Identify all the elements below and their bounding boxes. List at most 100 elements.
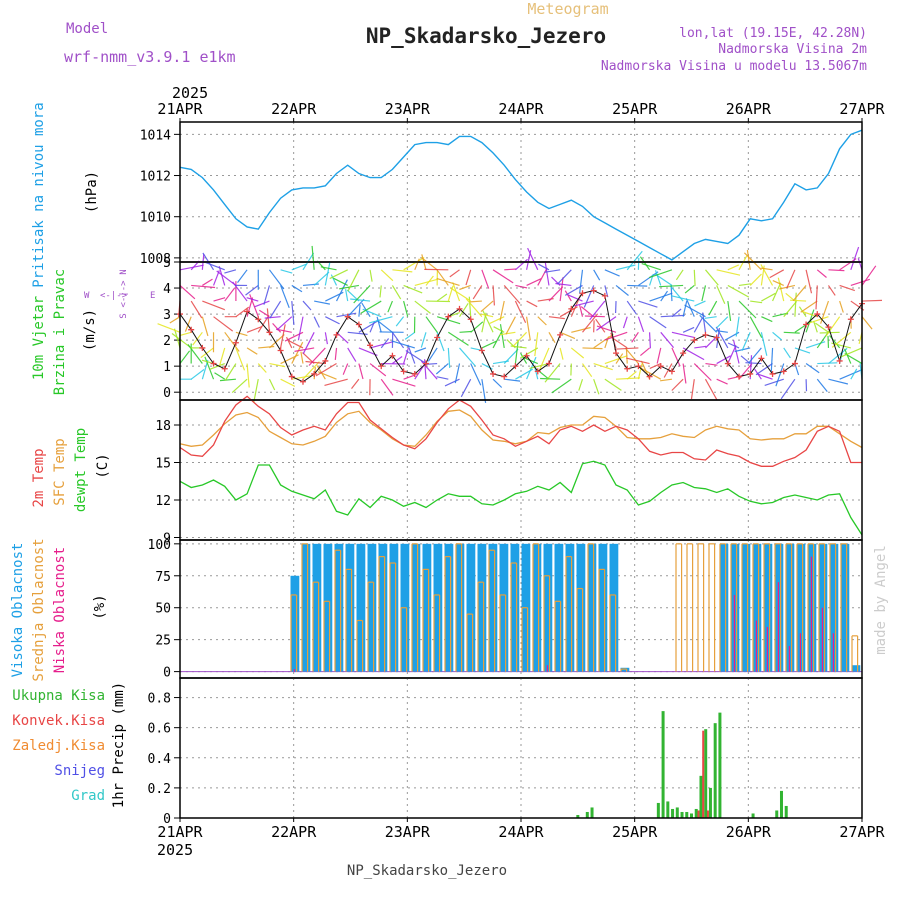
wind-vector — [492, 269, 514, 284]
wind-vector — [839, 300, 844, 313]
wind-vector — [294, 347, 315, 352]
cloud-high-bar — [345, 543, 355, 672]
top-date-label: 27APR — [839, 100, 885, 118]
wind-vector — [179, 350, 191, 364]
wind-speed-marker — [333, 331, 340, 338]
wind-vector — [224, 331, 240, 352]
wind-vector — [757, 373, 773, 380]
wind-vector — [447, 347, 451, 368]
wind-vector — [708, 300, 718, 316]
wind-vector — [334, 347, 338, 360]
wind-vector — [347, 269, 360, 292]
wind-vector — [291, 301, 295, 326]
wind-vector — [596, 316, 617, 331]
wind-vector — [254, 300, 270, 308]
wind-vector — [492, 330, 503, 349]
wind-speed-marker — [344, 313, 351, 320]
precip-total-bar — [590, 807, 594, 818]
wind-speed-marker — [445, 313, 452, 320]
wind-speed-marker — [836, 357, 843, 364]
wind-vector — [469, 300, 482, 303]
pressure-ytick-label: 1014 — [140, 128, 171, 143]
wind-vector — [537, 267, 548, 286]
wind-speed-marker — [758, 355, 765, 362]
wind-vector — [192, 331, 203, 346]
precip-ytick-label: 0.8 — [148, 692, 171, 707]
wind-vector — [727, 345, 737, 364]
wind-vector — [308, 347, 326, 366]
bottom-date-label: 23APR — [385, 823, 431, 841]
wind-vector — [209, 362, 225, 370]
wind-speed-marker — [691, 337, 698, 344]
wind-vector — [660, 290, 668, 302]
wind-vector — [202, 278, 213, 286]
wind-speed-marker — [411, 370, 418, 377]
temperature-panel: 9 12 15 18 — [155, 395, 863, 547]
precip-legend-total: Ukupna Kisa — [12, 688, 105, 704]
wind-vector — [300, 351, 304, 364]
wind-vector — [421, 257, 438, 271]
cloud-high-bar — [422, 543, 432, 672]
wind-vector — [190, 369, 205, 380]
wind-vector — [213, 316, 234, 332]
cloud-high-bar — [609, 543, 619, 672]
wind-vector — [861, 316, 873, 330]
pressure-line — [179, 129, 863, 261]
wind-speed-marker — [534, 368, 541, 375]
cloud-ytick-label: 75 — [155, 570, 171, 585]
wind-vector — [684, 284, 695, 294]
wind-vector — [336, 331, 349, 344]
wind-vector — [544, 363, 561, 383]
wind-vector — [232, 281, 248, 302]
wind-vector — [663, 363, 673, 378]
wind-vector — [269, 362, 286, 368]
wind-vector — [593, 362, 613, 371]
wind-vector — [828, 378, 849, 385]
precip-conv-bar — [702, 730, 705, 818]
wind-speed-marker — [646, 373, 653, 380]
wind-vector — [436, 316, 461, 325]
altitude-label: Nadmorska Visina 2m — [718, 42, 867, 57]
wind-vector — [538, 263, 550, 271]
wind-vector — [224, 363, 237, 381]
signature: made by Angel — [873, 545, 889, 655]
wind-vector — [844, 348, 852, 364]
wind-speed-marker — [590, 287, 597, 294]
bottom-date-label: 24APR — [498, 823, 544, 841]
wind-unit: (m/s) — [82, 309, 98, 351]
wind-vector — [564, 284, 583, 296]
cloud-high-bar — [532, 543, 542, 672]
precip-total-bar — [704, 729, 708, 818]
wind-speed-marker — [803, 321, 810, 328]
wind-speed-marker — [601, 292, 608, 299]
temp-ylabel-sfc: SFC Temp — [52, 438, 68, 505]
wind-speed-marker — [568, 305, 575, 312]
wind-speed-marker — [299, 378, 306, 385]
wind-vector — [489, 316, 505, 324]
temp-2m-line — [179, 395, 862, 467]
wind-vector — [649, 362, 661, 369]
lonlat-label: lon,lat (19.15E, 42.28N) — [679, 26, 867, 41]
wind-vector — [770, 347, 774, 372]
meteogram-label: Meteogram — [527, 0, 608, 18]
wind-vector — [704, 378, 718, 401]
wind-vector — [772, 282, 782, 302]
sfc-temp-line — [179, 409, 863, 449]
wind-vector — [414, 258, 420, 271]
wind-vector — [324, 261, 331, 286]
wind-vector — [369, 320, 376, 333]
wind-vector — [512, 331, 528, 348]
cloud-high-bar — [323, 543, 333, 672]
pressure-ytick-label: 1008 — [140, 252, 171, 267]
wind-vector — [626, 357, 650, 365]
wind-vector — [693, 318, 703, 333]
wind-vector — [171, 333, 192, 349]
wind-vector — [544, 261, 550, 286]
wind-vector — [336, 312, 357, 318]
wind-vector — [214, 372, 226, 380]
wind-vector — [425, 316, 439, 334]
wind-vector — [297, 316, 304, 341]
wind-vector — [627, 284, 648, 287]
wind-vector — [288, 340, 304, 349]
